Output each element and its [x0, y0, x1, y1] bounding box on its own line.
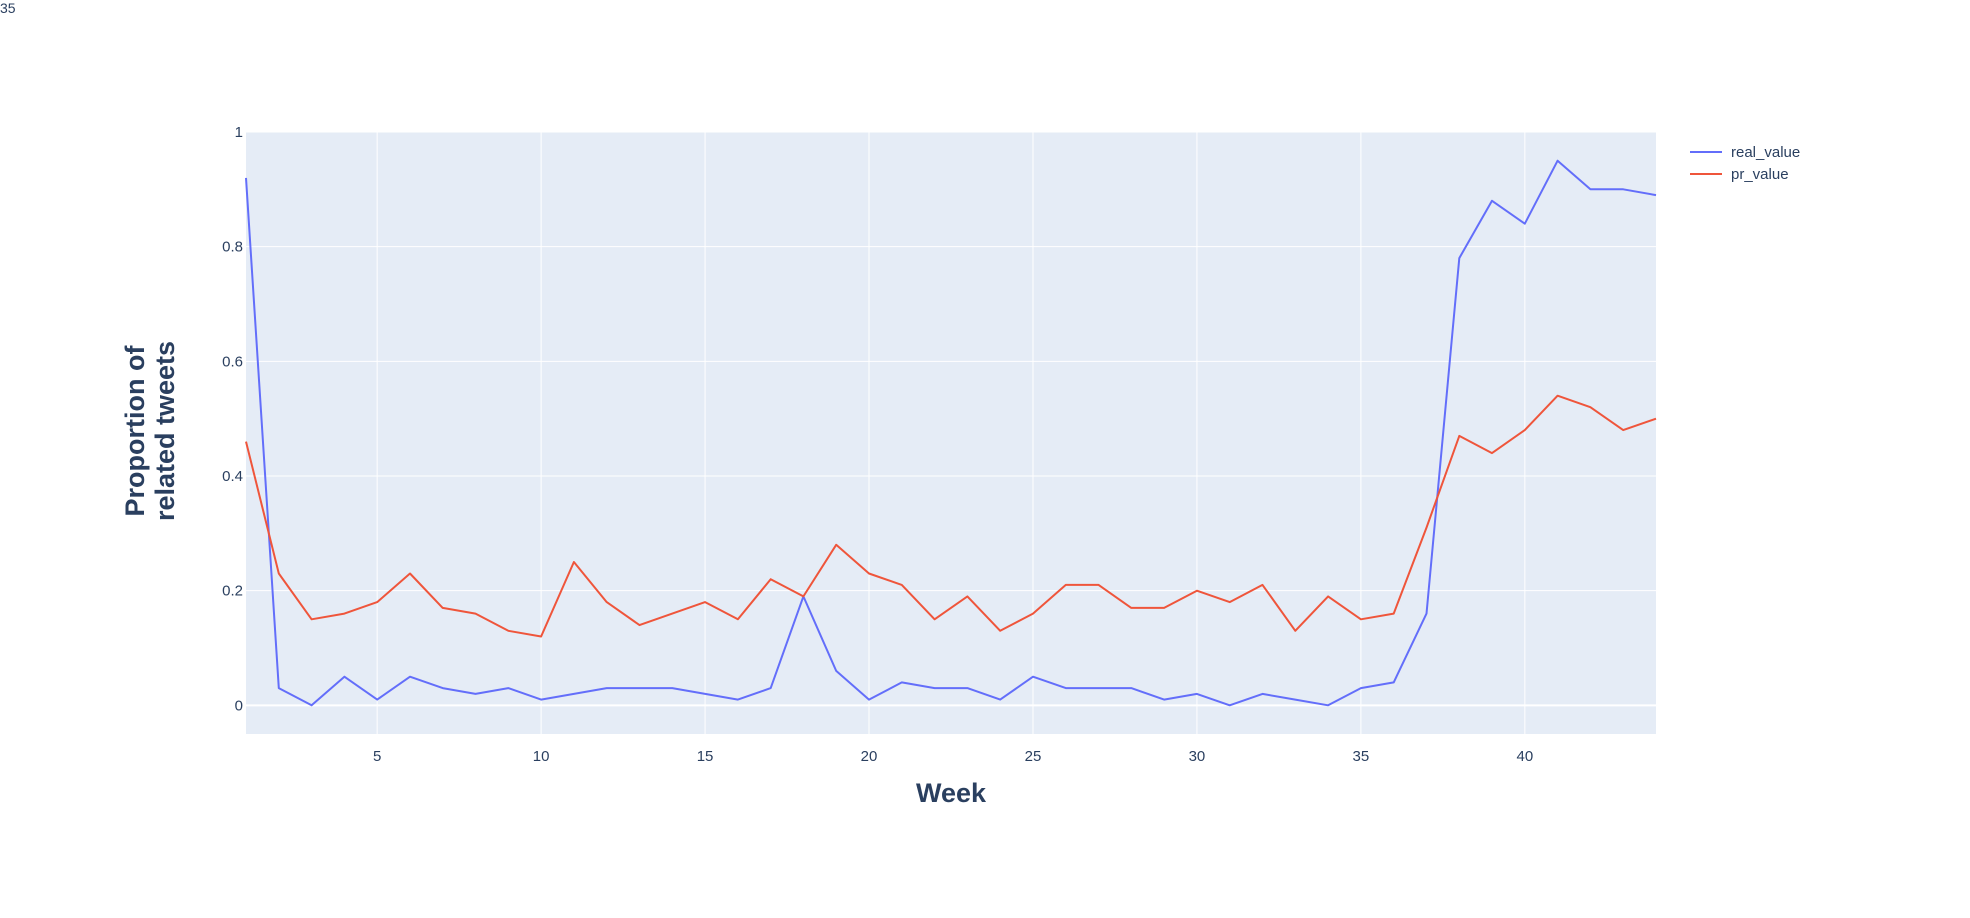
x-tick-label: 5: [373, 748, 381, 765]
plot-area: [246, 132, 1656, 734]
y-axis-ticks: 0 0.2 0.4 0.6 0.8 1: [222, 124, 243, 714]
legend[interactable]: real_value pr_value: [1690, 144, 1800, 183]
legend-item-pr-value[interactable]: pr_value: [1690, 166, 1789, 183]
y-axis-title-line: Proportion of: [120, 345, 150, 517]
x-axis-ticks: 5 10 15 20 25 30 35 40: [373, 748, 1533, 765]
series-line-real-value: [245, 159, 1657, 707]
y-tick-label: 0.8: [222, 239, 243, 256]
x-tick-label: 10: [533, 748, 550, 765]
y-axis-title: Proportion ofrelated tweets: [120, 341, 180, 521]
series-line-pr-value: [245, 394, 1657, 638]
y-tick-label: 1: [235, 124, 243, 141]
x-tick-label: 35: [1353, 748, 1370, 765]
legend-label: pr_value: [1731, 166, 1789, 183]
y-tick-label: 0: [235, 697, 243, 714]
y-axis-title-line: related tweets: [150, 341, 180, 521]
x-tick-label: 25: [1025, 748, 1042, 765]
legend-item-real-value[interactable]: real_value: [1690, 144, 1800, 161]
x-tick-label: 30: [1189, 748, 1206, 765]
x-axis-title: Week: [916, 778, 987, 808]
y-tick-label: 0.6: [222, 353, 243, 370]
y-tick-label: 0.2: [222, 583, 243, 600]
x-tick-label: 20: [861, 748, 878, 765]
corner-label: 35: [0, 0, 16, 16]
y-tick-label: 0.4: [222, 468, 243, 485]
x-tick-label: 40: [1516, 748, 1533, 765]
legend-label: real_value: [1731, 144, 1800, 161]
grid: [246, 131, 1656, 734]
series-lines: [245, 159, 1657, 707]
x-tick-label: 15: [697, 748, 714, 765]
